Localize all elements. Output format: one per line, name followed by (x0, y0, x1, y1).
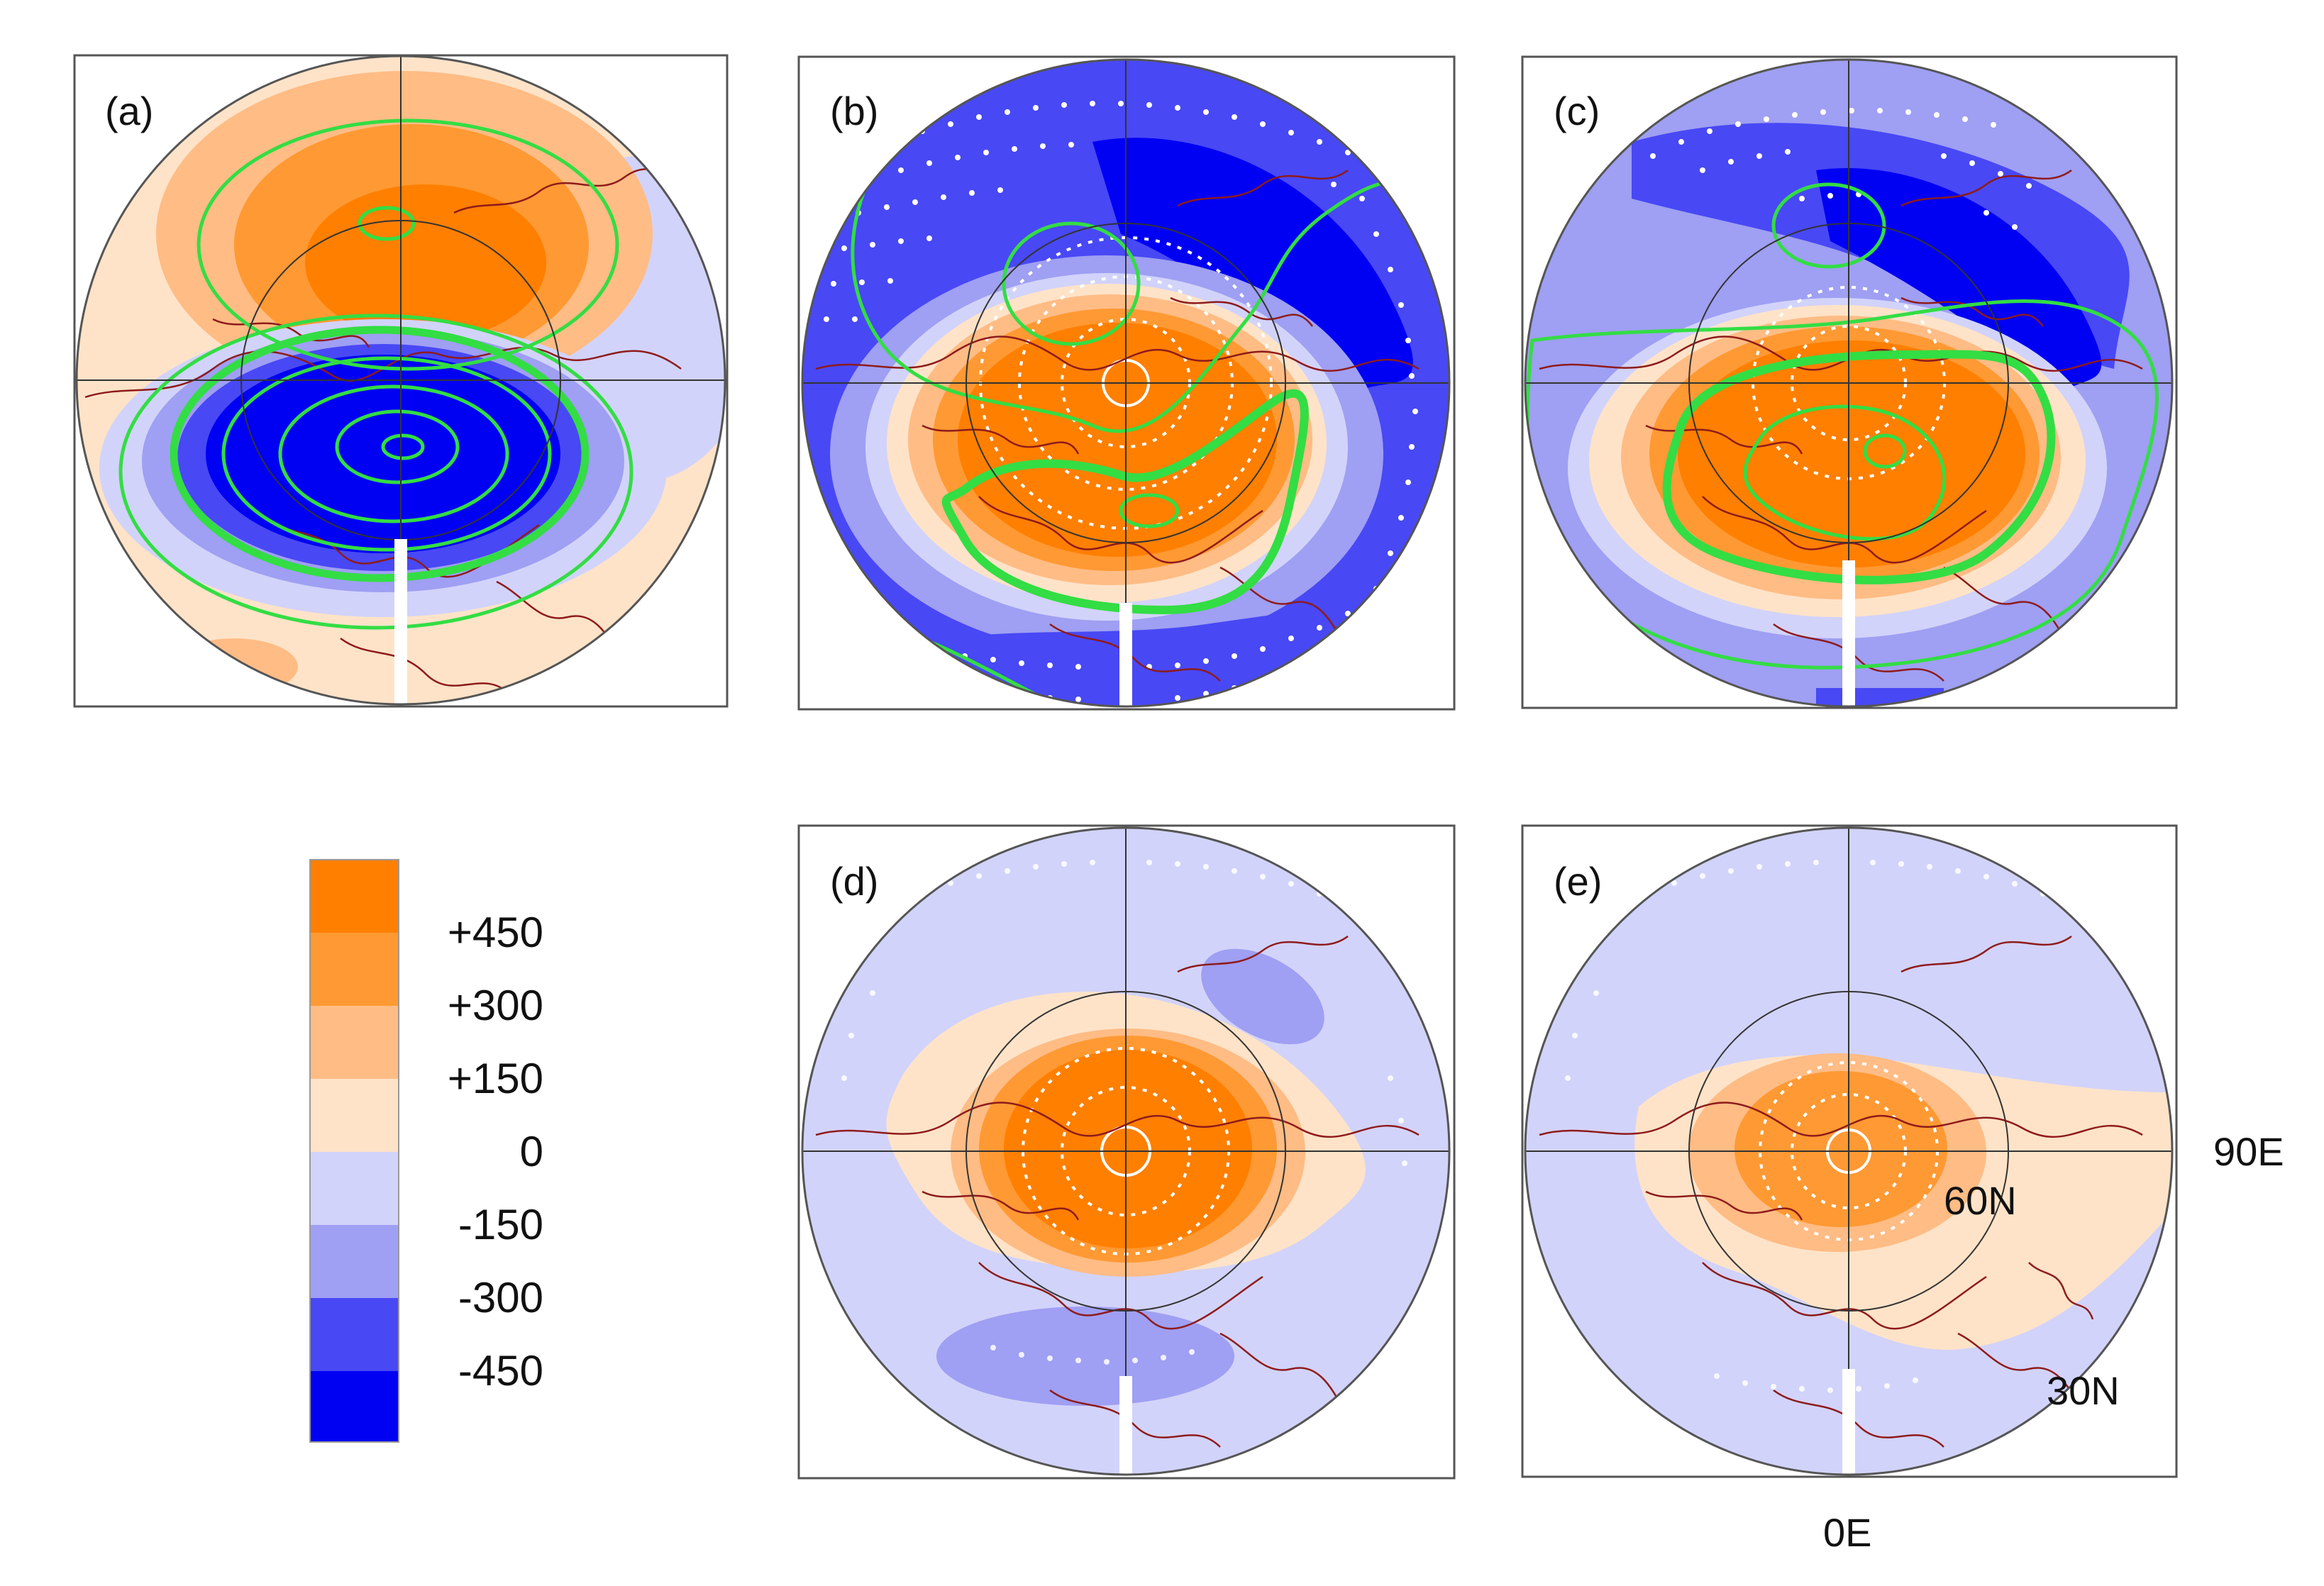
panel-label: (b) (830, 89, 878, 133)
panel-d: (d) (797, 824, 1456, 1480)
colorbar-label: -450 (458, 1347, 543, 1394)
colorbar-swatch (310, 1371, 399, 1442)
lon-90e-label: 90E (2213, 1129, 2284, 1174)
colorbar-swatch (310, 933, 399, 1006)
panel-label: (d) (830, 859, 878, 904)
colorbar-label: +450 (448, 909, 543, 956)
panel-label: (e) (1554, 859, 1602, 904)
panel-label: (c) (1554, 89, 1600, 133)
colorbar-label: +300 (448, 982, 543, 1029)
colorbar-swatch (310, 1152, 399, 1225)
panel-c: (c) (1521, 55, 2178, 709)
panel-a: (a) (73, 54, 729, 708)
colorbar-legend: +450 +300 +150 0 -150 -300 -450 (309, 859, 543, 1443)
colorbar-swatch (310, 1225, 399, 1298)
colorbar-label: 0 (520, 1128, 543, 1175)
lat-30n-label: 30N (2047, 1368, 2120, 1413)
colorbar-label: -150 (458, 1201, 543, 1248)
colorbar-swatch (310, 1298, 399, 1371)
lat-60n-label: 60N (1944, 1178, 2017, 1223)
colorbar-swatch (310, 1006, 399, 1079)
colorbar-label: -300 (458, 1274, 543, 1321)
colorbar-swatch (310, 1079, 399, 1152)
colorbar-label: +150 (448, 1055, 543, 1102)
panel-label: (a) (105, 89, 153, 133)
lon-0e-label: 0E (1823, 1510, 1872, 1555)
panel-b: (b) (797, 55, 1456, 711)
colorbar-swatch (310, 860, 399, 933)
panel-e: (e) (1521, 824, 2178, 1478)
